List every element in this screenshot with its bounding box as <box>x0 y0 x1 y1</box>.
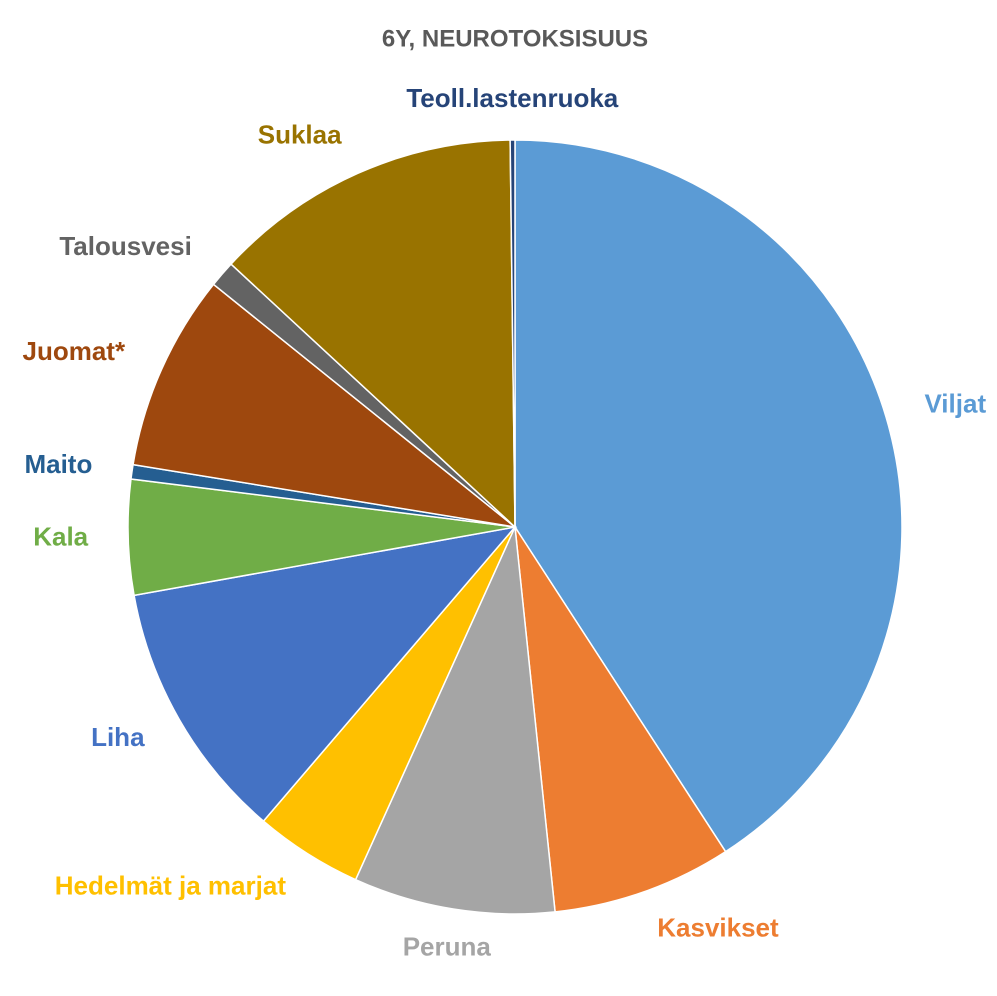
chart-title: 6Y, NEUROTOKSISUUS <box>382 25 648 52</box>
slice-label: Liha <box>91 722 145 752</box>
slice-label: Kala <box>33 521 88 551</box>
pie-slice <box>132 283 518 529</box>
slice-label: Juomat* <box>23 336 126 366</box>
slice-label: Suklaa <box>258 120 342 150</box>
slice-label: Kasvikset <box>657 912 779 942</box>
pie-slice <box>133 525 517 823</box>
slice-label: Hedelmät ja marjat <box>55 870 287 900</box>
pie-slice <box>229 139 516 529</box>
pie-slice <box>509 139 516 528</box>
pie-slice <box>514 139 903 853</box>
slice-label: Talousvesi <box>59 231 191 261</box>
slice-label: Maito <box>24 449 92 479</box>
pie-slice <box>354 524 556 915</box>
slice-label: Teoll.lastenruoka <box>406 83 618 113</box>
slice-label: Peruna <box>403 931 492 961</box>
pie-slice <box>514 526 727 913</box>
slice-label: Viljat <box>924 389 986 419</box>
